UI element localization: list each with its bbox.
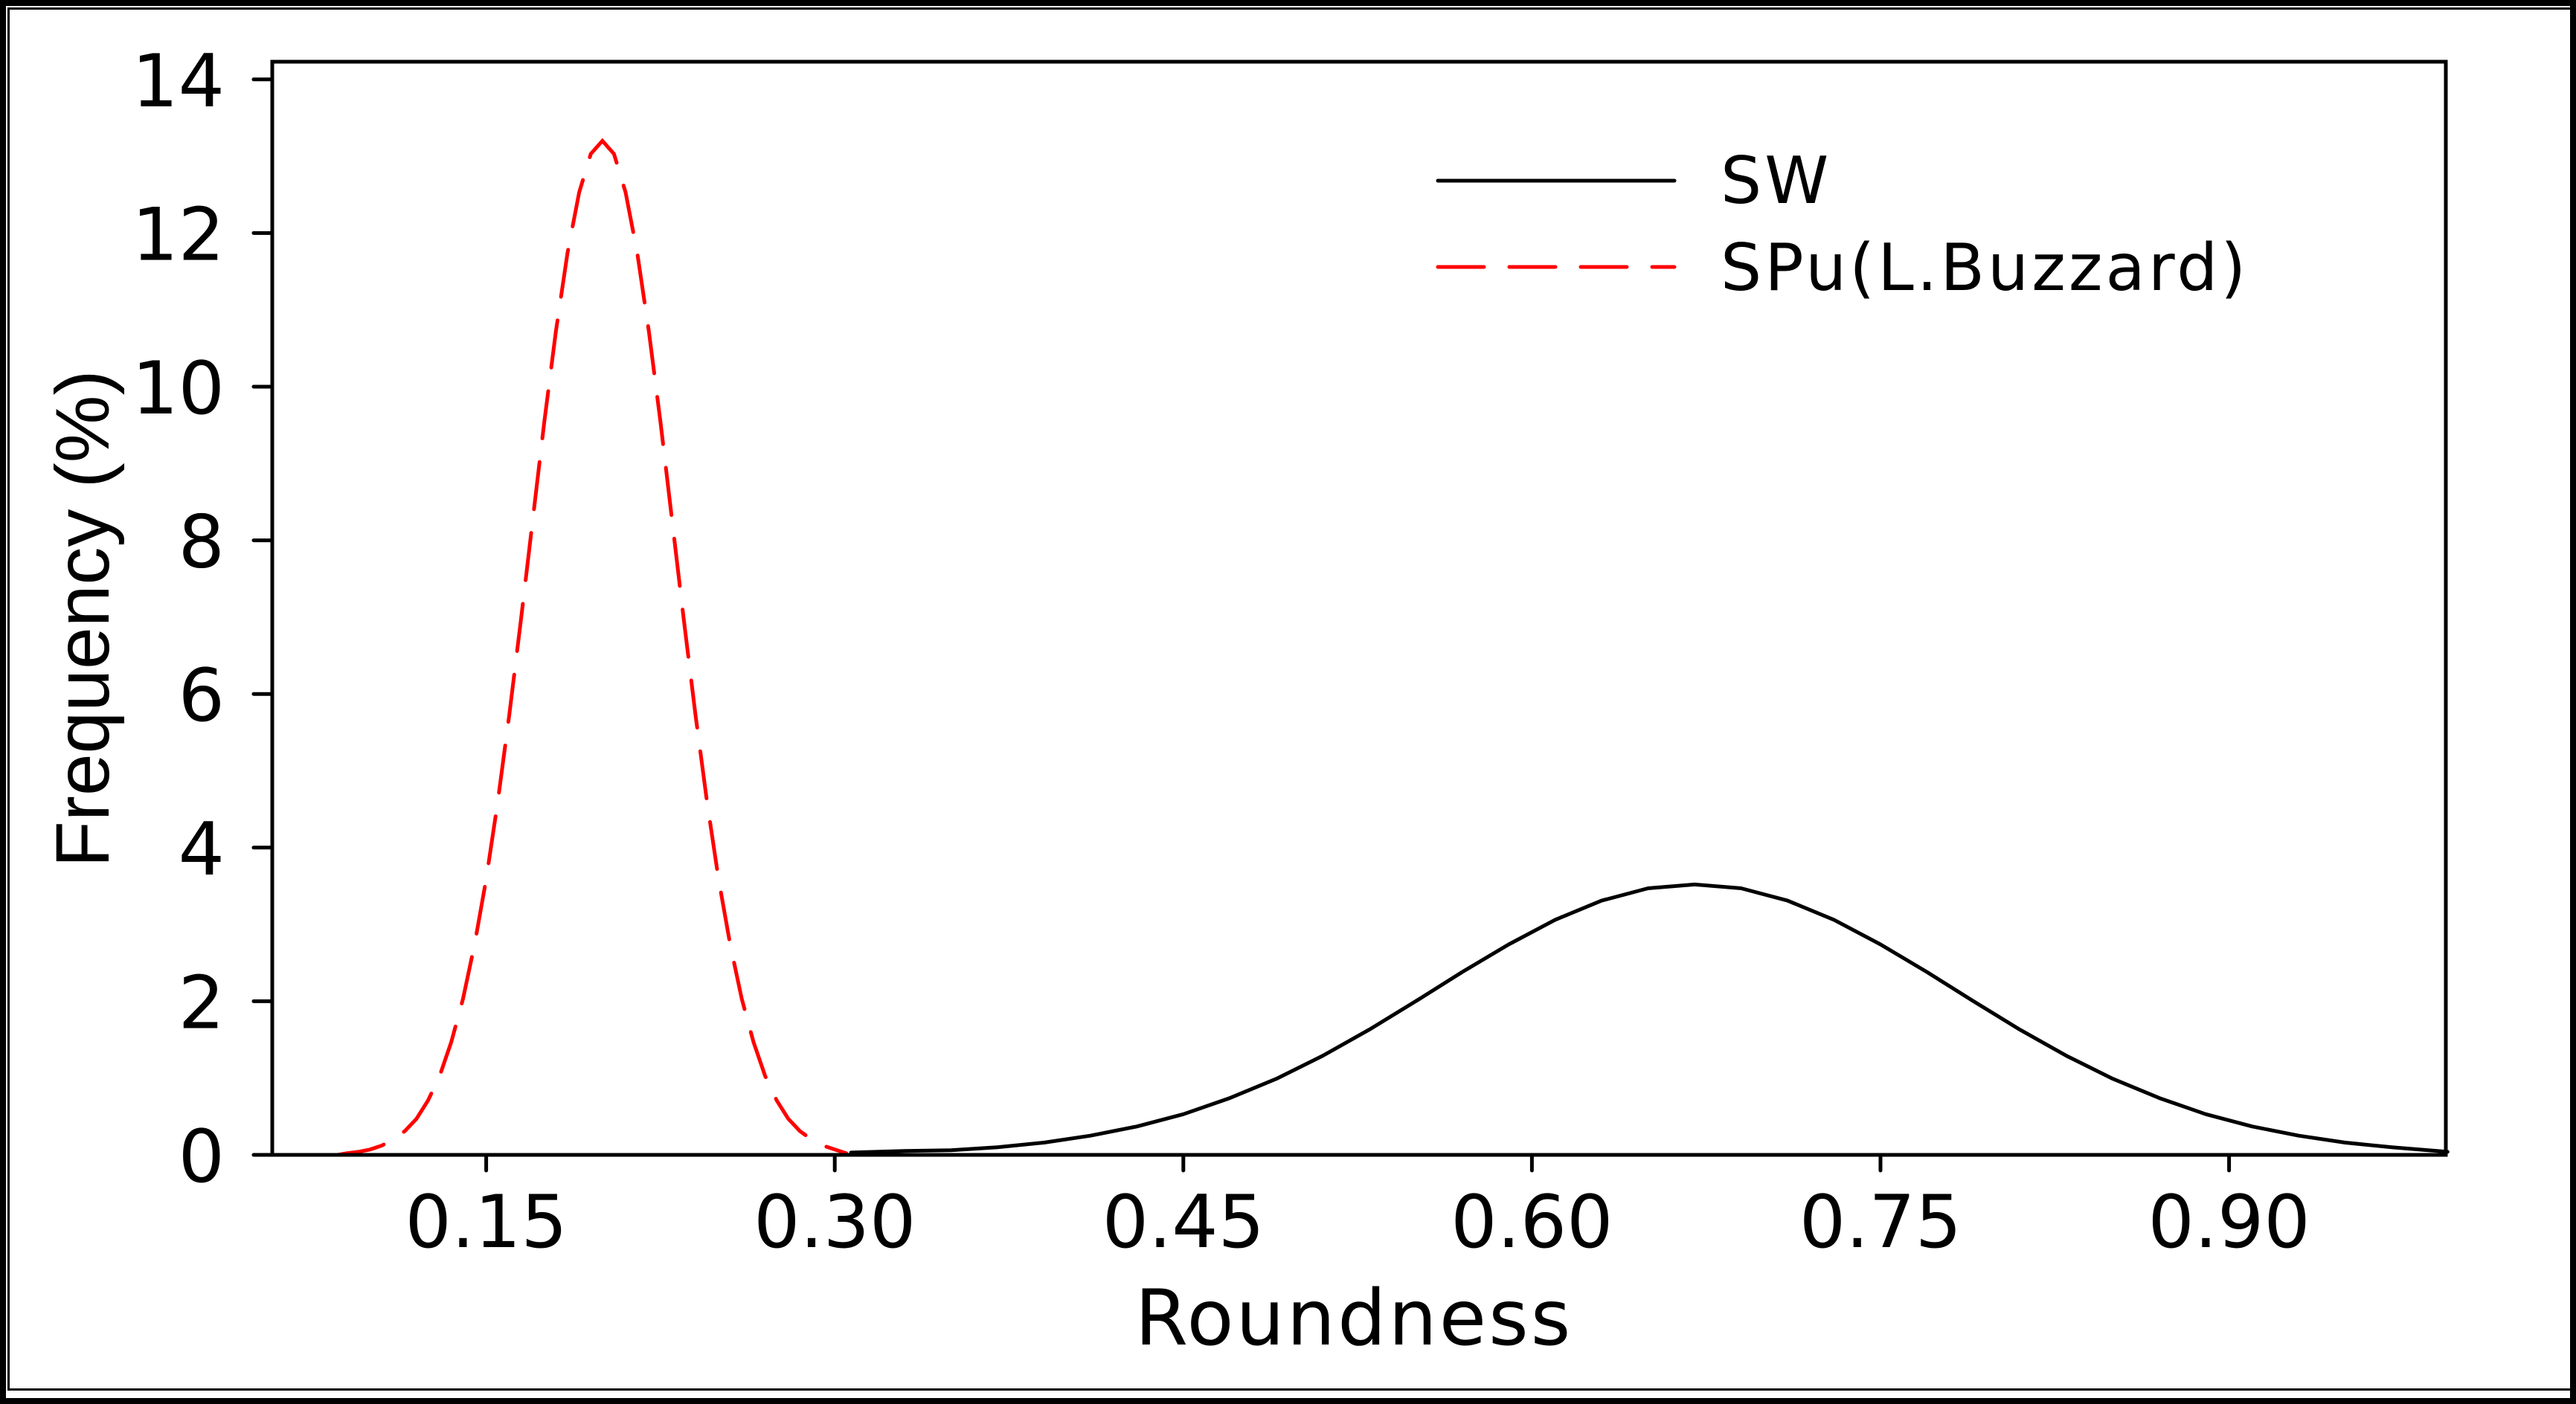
y-tick-label: 6	[179, 654, 225, 738]
x-tick-label: 0.15	[405, 1180, 567, 1265]
legend-label: SW	[1721, 143, 1831, 219]
y-tick-label: 12	[132, 193, 225, 277]
inner-frame	[7, 7, 2575, 1391]
axes-box	[270, 59, 2448, 1157]
x-axis: 0.15 0.30 0.45 0.60 0.75 0.90	[405, 1153, 2310, 1265]
legend: SW SPu(L.Buzzard)	[1436, 143, 2249, 306]
legend-item-spu: SPu(L.Buzzard)	[1436, 230, 2249, 306]
y-axis: 0 2 4 6 8 10 12 14	[132, 39, 274, 1199]
y-tick-label: 2	[179, 961, 225, 1046]
y-axis-title: Frequency (%)	[40, 370, 125, 868]
legend-label: SPu(L.Buzzard)	[1721, 230, 2249, 306]
x-tick-label: 0.60	[1451, 1180, 1613, 1265]
x-axis-title: Roundness	[1135, 1274, 1573, 1363]
y-tick-label: 8	[179, 500, 225, 585]
y-tick-label: 4	[179, 808, 225, 892]
sw-curve	[849, 882, 2450, 1155]
y-tick-label: 10	[132, 347, 225, 431]
legend-item-sw: SW	[1436, 143, 1831, 219]
spu-curve	[335, 138, 849, 1157]
plot-area	[270, 59, 2450, 1157]
x-tick-label: 0.75	[1799, 1180, 1962, 1265]
x-tick-label: 0.90	[2148, 1180, 2310, 1265]
y-tick-label: 14	[132, 39, 225, 124]
x-tick-label: 0.45	[1102, 1180, 1265, 1265]
y-tick-label: 0	[179, 1115, 225, 1199]
x-tick-label: 0.30	[754, 1180, 916, 1265]
